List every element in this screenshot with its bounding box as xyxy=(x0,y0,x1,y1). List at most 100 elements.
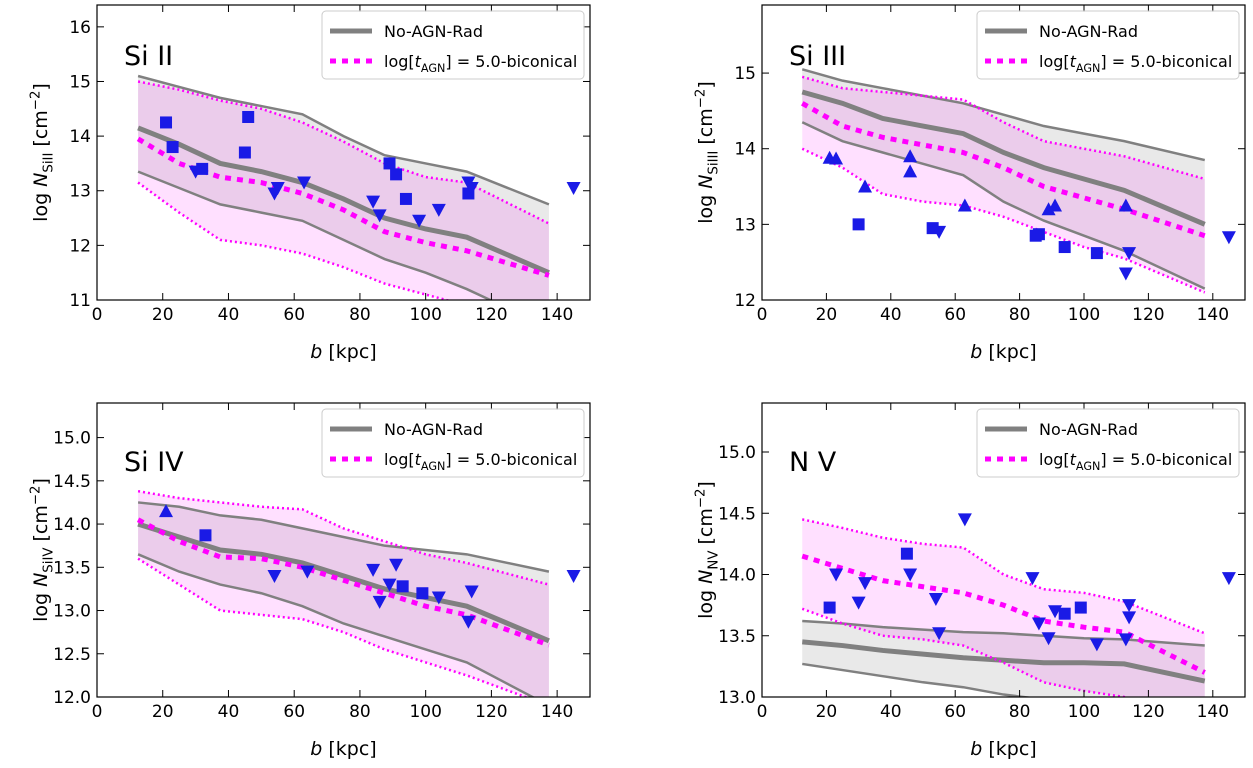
plot-area xyxy=(136,74,550,300)
y-tick-label: 13.0 xyxy=(53,602,91,622)
detection xyxy=(416,587,429,600)
detection xyxy=(1032,228,1045,241)
legend: No-AGN-Rad log[tAGN] = 5.0-biconical xyxy=(321,10,585,80)
y-tick-label: 14.5 xyxy=(53,472,91,492)
y-tick-label: 14 xyxy=(734,140,756,160)
x-tick-label: 80 xyxy=(1009,305,1031,325)
upper-limit xyxy=(464,585,479,599)
text-part: No-AGN-Rad xyxy=(384,420,483,439)
y-tick-label: 14 xyxy=(69,127,91,147)
lower-limit xyxy=(903,149,918,163)
upper-limit xyxy=(829,568,844,582)
x-tick-label: 20 xyxy=(816,702,838,722)
x-tick-label: 60 xyxy=(283,702,305,722)
x-axis-label: b [kpc] xyxy=(970,341,1036,363)
legend: No-AGN-Rad log[tAGN] = 5.0-biconical xyxy=(976,408,1240,478)
y-tick-label: 15.0 xyxy=(718,443,756,463)
band-fill xyxy=(138,76,549,300)
median-line xyxy=(801,89,1206,227)
lower-limit xyxy=(829,151,844,165)
x-tick-label: 120 xyxy=(475,702,507,722)
upper-limit xyxy=(382,578,397,592)
panel-label: Si II xyxy=(124,41,173,72)
text-part: No-AGN-Rad xyxy=(1039,420,1138,439)
x-tick-label: 140 xyxy=(541,702,573,722)
text-part: N xyxy=(30,173,52,187)
upper-limit xyxy=(366,563,381,577)
x-tick-label: 100 xyxy=(1068,305,1100,325)
band-edge xyxy=(801,68,1206,162)
upper-limit xyxy=(957,513,972,527)
y-tick-label: 12 xyxy=(734,291,756,311)
text-part: N xyxy=(695,175,717,189)
text-part: [kpc] xyxy=(322,341,376,363)
y-axis-label: log NSiII [cm−2] xyxy=(28,83,56,222)
detection xyxy=(1074,601,1087,614)
text-part: AGN xyxy=(1076,62,1101,75)
y-tick-label: 12.0 xyxy=(53,688,91,708)
upper-limit xyxy=(851,596,866,610)
legend-label: No-AGN-Rad xyxy=(1039,22,1138,41)
detection xyxy=(383,157,396,170)
upper-limit xyxy=(932,627,947,641)
upper-limit xyxy=(1221,231,1236,245)
y-tick-label: 13.0 xyxy=(718,688,756,708)
upper-limit xyxy=(431,203,446,217)
upper-limit xyxy=(300,565,315,579)
text-part: ] xyxy=(695,481,717,488)
legend-label: log[tAGN] = 5.0-biconical xyxy=(384,450,577,473)
detection xyxy=(1058,607,1071,620)
x-tick-label: 20 xyxy=(152,702,174,722)
x-tick-label: 80 xyxy=(349,305,371,325)
x-tick-label: 40 xyxy=(218,702,240,722)
upper-limit xyxy=(366,195,381,209)
y-tick-label: 14.0 xyxy=(718,566,756,586)
y-tick-label: 13 xyxy=(69,182,91,202)
text-part: SiIV xyxy=(42,548,57,573)
upper-limit xyxy=(566,182,581,196)
upper-limit xyxy=(1041,632,1056,646)
axes-frame xyxy=(96,4,591,301)
legend: No-AGN-Rad log[tAGN] = 5.0-biconical xyxy=(321,408,585,478)
legend-label: No-AGN-Rad xyxy=(384,420,483,439)
detection xyxy=(390,168,403,181)
band-edge xyxy=(801,121,1206,290)
y-axis-label: log NSiIII [cm−2] xyxy=(693,81,721,224)
y-tick-label: 16 xyxy=(69,18,91,38)
y-tick-label: 12.5 xyxy=(53,645,91,665)
upper-limit xyxy=(903,568,918,582)
x-tick-label: 120 xyxy=(1132,305,1164,325)
text-part: [cm xyxy=(30,505,52,547)
plot-area xyxy=(801,68,1206,294)
text-part: log[ xyxy=(1039,450,1070,469)
text-part: NV xyxy=(707,551,722,570)
upper-limit xyxy=(372,595,387,609)
band-fill xyxy=(138,491,549,697)
band-edge xyxy=(802,619,1205,647)
text-part: log[ xyxy=(384,450,415,469)
y-tick-label: 11 xyxy=(69,291,91,311)
text-part: ] = 5.0-biconical xyxy=(1100,52,1232,71)
detection xyxy=(238,146,251,159)
x-axis-label: b [kpc] xyxy=(310,738,376,760)
median-line xyxy=(137,521,550,644)
median-line xyxy=(136,136,550,278)
text-part: ] xyxy=(30,83,52,90)
upper-limit xyxy=(566,569,581,583)
text-part: N xyxy=(695,570,717,584)
text-part: ] xyxy=(30,478,52,485)
text-part: No-AGN-Rad xyxy=(384,22,483,41)
median-line xyxy=(801,553,1206,675)
x-tick-label: 20 xyxy=(152,305,174,325)
text-part: [cm xyxy=(695,108,717,150)
y-axis-label: log NSiIV [cm−2] xyxy=(28,478,56,622)
upper-limit xyxy=(389,558,404,572)
axes-frame xyxy=(761,402,1246,698)
upper-limit xyxy=(1025,572,1040,586)
detection xyxy=(852,218,865,231)
panel: 0 20 40 60 80 100 120 140 12 13 14 15 Si III b [kpc] l… xyxy=(693,4,1246,363)
text-part: b xyxy=(310,738,322,760)
detection xyxy=(396,580,409,593)
text-part: [kpc] xyxy=(982,738,1036,760)
